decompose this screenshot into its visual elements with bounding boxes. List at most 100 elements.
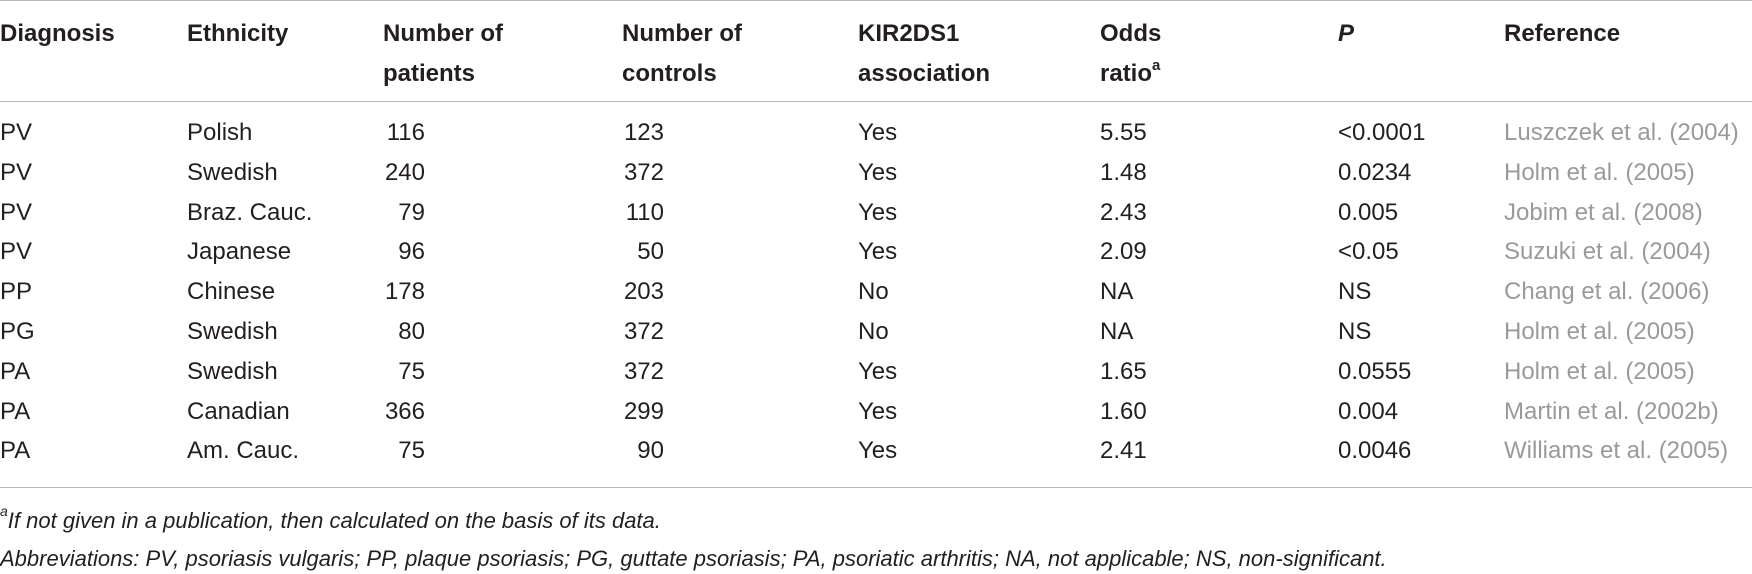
cell-kir2ds1-association: Yes — [858, 437, 898, 465]
table-row: PA Swedish 75 372 Yes 1.65 0.0555 Holm et al. (… — [0, 352, 1752, 392]
cell-diagnosis: PV — [0, 198, 33, 226]
cell-odds-ratio: NA — [1100, 278, 1134, 306]
table-row: PA Canadian 366 299 Yes 1.60 0.004 Martin et al… — [0, 392, 1752, 432]
cell-reference-link[interactable]: Martin et al. (2002b) — [1504, 397, 1719, 425]
table-row: PP Chinese 178 203 No NA NS Chang et al. (2006) — [0, 272, 1752, 312]
cell-patients: 366 — [384, 397, 425, 425]
cell-odds-ratio: 2.43 — [1100, 198, 1147, 226]
table-row: PV Braz. Cauc. 79 110 Yes 2.43 0.005 Jobim et a… — [0, 193, 1752, 233]
cell-ethnicity: Polish — [187, 119, 253, 146]
cell-kir2ds1-association: Yes — [858, 357, 898, 385]
cell-kir2ds1-association: Yes — [858, 397, 898, 425]
header-odds-line1: Odds — [1100, 20, 1162, 47]
header-patients-line1: Number of — [383, 20, 503, 47]
cell-reference-link[interactable]: Luszczek et al. (2004) — [1504, 119, 1739, 146]
cell-odds-ratio: 5.55 — [1100, 119, 1147, 146]
table-row: PG Swedish 80 372 No NA NS Holm et al. (2005) — [0, 312, 1752, 352]
header-controls-line2: controls — [622, 60, 717, 87]
cell-odds-ratio: 1.65 — [1100, 357, 1147, 385]
cell-ethnicity: Chinese — [187, 278, 276, 306]
cell-controls: 203 — [623, 278, 664, 306]
cell-ethnicity: Braz. Cauc. — [187, 198, 313, 226]
cell-patients: 116 — [386, 119, 425, 146]
cell-diagnosis: PA — [0, 437, 31, 465]
cell-controls: 372 — [623, 158, 664, 186]
table-row: PV Polish 116 123 Yes 5.55 <0.0001 Luszczek et … — [0, 113, 1752, 153]
header-kir-line2: association — [858, 60, 991, 87]
header-controls: Number of controls — [622, 14, 742, 94]
cell-odds-ratio: 2.09 — [1100, 238, 1147, 266]
cell-controls: 372 — [623, 317, 664, 345]
table-top-rule — [0, 0, 1752, 1]
table-row: PV Japanese 96 50 Yes 2.09 <0.05 Suzuki et al. … — [0, 232, 1752, 272]
cell-kir2ds1-association: Yes — [858, 119, 898, 146]
cell-ethnicity: Canadian — [187, 397, 290, 425]
cell-reference-link[interactable]: Williams et al. (2005) — [1504, 437, 1729, 465]
header-patients: Number of patients — [383, 14, 503, 94]
cell-reference-link[interactable]: Suzuki et al. (2004) — [1504, 238, 1711, 266]
header-reference: Reference — [1504, 20, 1621, 47]
table-header: Diagnosis Ethnicity Number of patients N… — [0, 14, 1752, 94]
cell-kir2ds1-association: No — [858, 278, 889, 306]
cell-patients: 79 — [398, 198, 425, 226]
cell-p-value: NS — [1338, 317, 1372, 345]
cell-ethnicity: Swedish — [187, 317, 278, 345]
table-header-rule — [0, 101, 1752, 102]
cell-odds-ratio: 1.60 — [1100, 397, 1147, 425]
cell-controls: 372 — [623, 357, 664, 385]
cell-reference-link[interactable]: Holm et al. (2005) — [1504, 317, 1695, 345]
cell-patients: 75 — [398, 357, 425, 385]
header-odds-footnote-mark: a — [1152, 57, 1161, 74]
cell-controls: 110 — [625, 198, 664, 226]
cell-patients: 80 — [398, 317, 425, 345]
cell-kir2ds1-association: No — [858, 317, 889, 345]
header-controls-line1: Number of — [622, 20, 742, 47]
cell-patients: 96 — [398, 238, 425, 266]
cell-reference-link[interactable]: Holm et al. (2005) — [1504, 158, 1695, 186]
cell-kir2ds1-association: Yes — [858, 158, 898, 186]
cell-p-value: 0.005 — [1338, 198, 1399, 226]
cell-controls: 90 — [637, 437, 664, 465]
cell-diagnosis: PA — [0, 397, 31, 425]
header-odds-ratio-text: ratio — [1100, 60, 1153, 87]
header-patients-line2: patients — [383, 60, 476, 87]
cell-controls: 123 — [623, 119, 664, 146]
table-row: PV Swedish 240 372 Yes 1.48 0.0234 Holm et al. … — [0, 153, 1752, 193]
cell-diagnosis: PV — [0, 158, 33, 186]
cell-diagnosis: PV — [0, 119, 33, 146]
header-ethnicity: Ethnicity — [187, 20, 289, 47]
cell-p-value: 0.004 — [1338, 397, 1399, 425]
header-odds-ratio: Odds ratioa — [1100, 14, 1161, 94]
header-p-value: P — [1338, 20, 1355, 47]
cell-p-value: 0.0046 — [1338, 437, 1412, 465]
cell-p-value: 0.0555 — [1338, 357, 1412, 385]
footnote-a: aIf not given in a publication, then cal… — [0, 502, 661, 536]
header-kir-line1: KIR2DS1 — [858, 20, 960, 47]
footnote-a-mark: a — [0, 502, 8, 519]
cell-reference-link[interactable]: Holm et al. (2005) — [1504, 357, 1695, 385]
cell-p-value: <0.05 — [1338, 238, 1399, 266]
table-bottom-rule — [0, 487, 1752, 488]
cell-kir2ds1-association: Yes — [858, 238, 898, 266]
cell-controls: 299 — [623, 397, 664, 425]
cell-patients: 178 — [384, 278, 425, 306]
cell-ethnicity: Am. Cauc. — [187, 437, 300, 465]
table-row: PA Am. Cauc. 75 90 Yes 2.41 0.0046 Williams et … — [0, 431, 1752, 471]
cell-diagnosis: PG — [0, 317, 35, 345]
cell-controls: 50 — [637, 238, 664, 266]
cell-diagnosis: PA — [0, 357, 31, 385]
cell-p-value: 0.0234 — [1338, 158, 1412, 186]
cell-p-value: NS — [1338, 278, 1372, 306]
cell-patients: 240 — [384, 158, 425, 186]
cell-odds-ratio: NA — [1100, 317, 1134, 345]
cell-ethnicity: Japanese — [187, 238, 292, 266]
cell-kir2ds1-association: Yes — [858, 198, 898, 226]
cell-reference-link[interactable]: Jobim et al. (2008) — [1504, 198, 1703, 226]
footnote-a-text: If not given in a publication, then calc… — [7, 508, 661, 533]
cell-reference-link[interactable]: Chang et al. (2006) — [1504, 278, 1710, 306]
cell-ethnicity: Swedish — [187, 357, 278, 385]
cell-p-value: <0.0001 — [1338, 119, 1426, 146]
cell-odds-ratio: 2.41 — [1100, 437, 1147, 465]
footnote-abbreviations: Abbreviations: PV, psoriasis vulgaris; P… — [0, 546, 1387, 571]
header-odds-line2: ratioa — [1100, 54, 1161, 94]
